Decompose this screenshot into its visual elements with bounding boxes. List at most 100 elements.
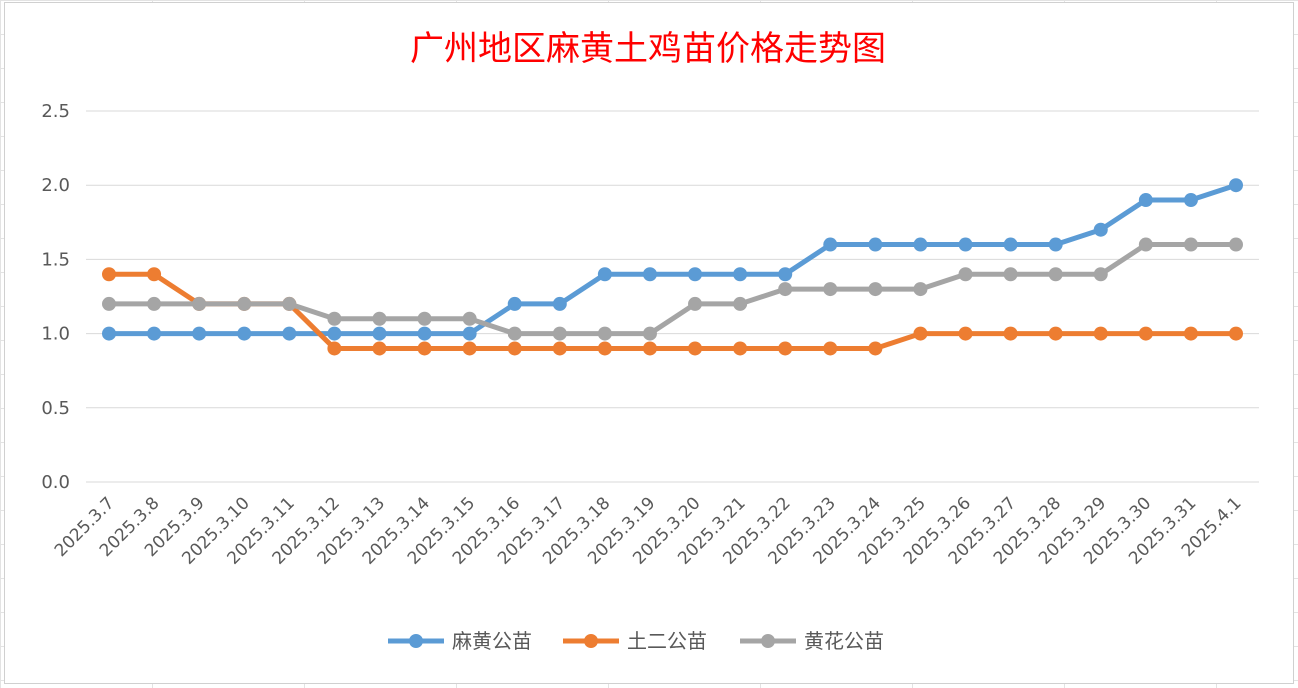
data-point[interactable]: [1138, 237, 1153, 252]
data-point[interactable]: [778, 282, 793, 297]
series-line: [106, 271, 1239, 351]
y-tick-label: 1.5: [41, 249, 70, 270]
data-point[interactable]: [733, 296, 748, 311]
data-point[interactable]: [823, 237, 838, 252]
data-point[interactable]: [958, 237, 973, 252]
data-point[interactable]: [507, 326, 522, 341]
legend-item[interactable]: 麻黄公苗: [388, 629, 532, 653]
series-2: [102, 267, 1243, 356]
data-point[interactable]: [102, 296, 116, 311]
data-point[interactable]: [778, 267, 793, 282]
data-point[interactable]: [688, 296, 703, 311]
data-point[interactable]: [507, 341, 522, 356]
gridlines: [86, 110, 1259, 483]
legend-swatch-marker: [761, 634, 775, 648]
data-point[interactable]: [552, 341, 567, 356]
legend-swatch-marker: [584, 634, 598, 648]
data-point[interactable]: [733, 341, 748, 356]
data-point[interactable]: [642, 326, 657, 341]
data-point[interactable]: [1048, 267, 1063, 282]
data-point[interactable]: [147, 326, 162, 341]
data-point[interactable]: [1229, 237, 1243, 252]
data-point[interactable]: [417, 326, 432, 341]
y-tick-label: 2.5: [41, 101, 70, 122]
series-line: [106, 242, 1239, 337]
data-point[interactable]: [868, 341, 883, 356]
data-point[interactable]: [642, 341, 657, 356]
legend: 麻黄公苗 土二公苗 黄花公苗: [388, 629, 884, 653]
series-group: [102, 178, 1243, 356]
y-axis-ticks: 0.0 0.5 1.0 1.5 2.0 2.5: [41, 101, 70, 493]
data-point[interactable]: [417, 341, 432, 356]
data-point[interactable]: [958, 326, 973, 341]
data-point[interactable]: [282, 296, 297, 311]
data-point[interactable]: [372, 326, 387, 341]
data-point[interactable]: [1183, 326, 1198, 341]
data-point[interactable]: [1093, 222, 1108, 237]
data-point[interactable]: [1093, 267, 1108, 282]
data-point[interactable]: [823, 341, 838, 356]
data-point[interactable]: [913, 282, 928, 297]
data-point[interactable]: [1048, 326, 1063, 341]
data-point[interactable]: [688, 267, 703, 282]
data-point[interactable]: [913, 237, 928, 252]
x-axis-ticks: 2025.3.72025.3.82025.3.92025.3.102025.3.…: [51, 493, 1246, 568]
y-tick-label: 0.5: [41, 398, 70, 419]
data-point[interactable]: [102, 326, 116, 341]
data-point[interactable]: [1229, 178, 1243, 193]
data-point[interactable]: [372, 341, 387, 356]
data-point[interactable]: [688, 341, 703, 356]
legend-label: 麻黄公苗: [452, 629, 532, 653]
data-point[interactable]: [1003, 267, 1018, 282]
data-point[interactable]: [597, 341, 612, 356]
data-point[interactable]: [1048, 237, 1063, 252]
data-point[interactable]: [597, 326, 612, 341]
data-point[interactable]: [372, 311, 387, 326]
data-point[interactable]: [147, 267, 162, 282]
data-point[interactable]: [552, 296, 567, 311]
data-point[interactable]: [1138, 326, 1153, 341]
data-point[interactable]: [507, 296, 522, 311]
data-point[interactable]: [1138, 193, 1153, 208]
data-point[interactable]: [642, 267, 657, 282]
legend-item[interactable]: 土二公苗: [563, 629, 707, 653]
data-point[interactable]: [192, 326, 207, 341]
data-point[interactable]: [778, 341, 793, 356]
data-point[interactable]: [282, 326, 297, 341]
data-point[interactable]: [237, 296, 252, 311]
data-point[interactable]: [147, 296, 162, 311]
data-point[interactable]: [733, 267, 748, 282]
data-point[interactable]: [823, 282, 838, 297]
data-point[interactable]: [868, 282, 883, 297]
legend-item[interactable]: 黄花公苗: [740, 629, 884, 653]
data-point[interactable]: [327, 341, 342, 356]
data-point[interactable]: [1093, 326, 1108, 341]
data-point[interactable]: [417, 311, 432, 326]
data-point[interactable]: [327, 311, 342, 326]
data-point[interactable]: [1229, 326, 1243, 341]
legend-label: 黄花公苗: [804, 629, 884, 653]
data-point[interactable]: [462, 326, 477, 341]
data-point[interactable]: [913, 326, 928, 341]
legend-label: 土二公苗: [627, 629, 707, 653]
data-point[interactable]: [1183, 237, 1198, 252]
y-tick-label: 2.0: [41, 175, 70, 196]
data-point[interactable]: [462, 311, 477, 326]
y-tick-label: 1.0: [41, 324, 70, 345]
data-point[interactable]: [958, 267, 973, 282]
series-3: [102, 237, 1243, 341]
data-point[interactable]: [192, 296, 207, 311]
data-point[interactable]: [102, 267, 116, 282]
chart-title: 广州地区麻黄土鸡苗价格走势图: [410, 29, 886, 69]
data-point[interactable]: [1003, 326, 1018, 341]
series-1: [102, 178, 1243, 341]
data-point[interactable]: [327, 326, 342, 341]
data-point[interactable]: [237, 326, 252, 341]
data-point[interactable]: [552, 326, 567, 341]
data-point[interactable]: [1003, 237, 1018, 252]
series-line: [106, 182, 1239, 337]
data-point[interactable]: [868, 237, 883, 252]
data-point[interactable]: [597, 267, 612, 282]
data-point[interactable]: [1183, 193, 1198, 208]
data-point[interactable]: [462, 341, 477, 356]
